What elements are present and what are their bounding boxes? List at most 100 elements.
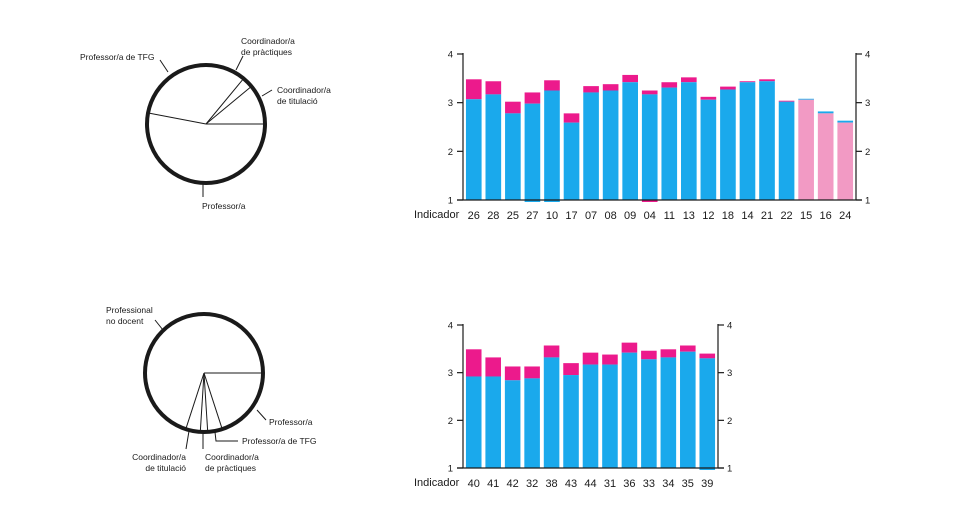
bar-segment-increase xyxy=(641,90,658,95)
bar-segment-cap xyxy=(817,111,834,114)
bar-segment-base xyxy=(641,94,658,200)
bar-segment-base xyxy=(465,376,482,468)
pie-bottom-label: Coordinador/a xyxy=(205,452,259,462)
leader-line xyxy=(261,89,273,97)
x-tick-label: 14 xyxy=(741,210,753,222)
bar-segment-increase xyxy=(485,81,502,95)
y-tick-label: 2 xyxy=(448,147,453,158)
y-tick-label-right: 2 xyxy=(865,147,870,158)
bar-segment-increase xyxy=(485,357,501,377)
x-tick-label: 22 xyxy=(780,210,792,222)
pie-bottom-label: de pràctiques xyxy=(205,463,256,473)
x-tick-label: 44 xyxy=(584,478,596,490)
bar-segment-base xyxy=(465,99,482,200)
x-tick-label: 16 xyxy=(820,210,832,222)
x-tick-label: 11 xyxy=(664,210,675,222)
bar-segment-increase xyxy=(622,74,638,83)
x-tick-label: 43 xyxy=(565,478,577,490)
y-tick-label-right: 1 xyxy=(865,196,870,207)
pie-chart-top: Coordinador/a de pràctiques Professor/a … xyxy=(80,36,331,211)
pie-top-outline xyxy=(145,63,267,185)
x-tick-label: 41 xyxy=(487,478,499,490)
bar-segment-base xyxy=(817,113,834,200)
bar-below-axis xyxy=(544,200,560,202)
bar-segment-cap xyxy=(798,98,814,100)
x-tick-label: 27 xyxy=(526,210,538,222)
bar-segment-increase xyxy=(602,354,618,365)
x-axis-label: Indicador xyxy=(414,209,460,221)
bar-segment-base xyxy=(602,364,618,468)
bar-segment-increase xyxy=(602,84,619,91)
y-tick-label-right: 4 xyxy=(865,50,870,61)
bar-segment-increase xyxy=(563,113,580,123)
bar-segment-base xyxy=(681,82,697,200)
pie-bottom-label: Professor/a xyxy=(269,417,313,427)
x-tick-label: 34 xyxy=(662,478,674,490)
bar-segment-base xyxy=(680,351,696,468)
bar-segment-increase xyxy=(524,92,541,104)
y-tick-label: 2 xyxy=(448,416,453,427)
bar-segment-increase xyxy=(660,349,677,358)
bar-segment-increase xyxy=(739,81,756,83)
x-tick-label: 40 xyxy=(468,478,480,490)
bar-segment-base xyxy=(622,82,638,200)
bar-segment-increase xyxy=(505,101,521,114)
y-tick-label: 1 xyxy=(448,196,453,207)
pie-top-label: de pràctiques xyxy=(241,47,292,57)
bar-below-axis xyxy=(641,200,658,202)
x-tick-label: 15 xyxy=(800,210,812,222)
bar-below-axis xyxy=(524,200,541,202)
bar-chart-bottom: 40 41 42 32 38 43 44 31 36 33 34 35 391 12 23 34 4Indica… xyxy=(414,321,732,491)
pie-slice-divider xyxy=(203,372,209,431)
bar-segment-base xyxy=(563,375,579,468)
x-tick-label: 33 xyxy=(643,478,655,490)
bar-segment-increase xyxy=(641,350,657,360)
pie-slice-divider xyxy=(199,372,205,431)
bar-segment-increase xyxy=(563,363,579,376)
bar-segment-base xyxy=(798,99,814,200)
bar-segment-increase xyxy=(759,79,775,82)
x-tick-label: 28 xyxy=(487,210,499,222)
y-tick-label-right: 4 xyxy=(727,321,732,332)
x-tick-label: 31 xyxy=(604,478,616,490)
bar-segment-increase xyxy=(465,349,482,377)
x-tick-label: 25 xyxy=(507,210,519,222)
bar-segment-increase xyxy=(661,82,678,88)
bar-segment-increase xyxy=(543,345,560,358)
x-tick-label: 09 xyxy=(624,210,636,222)
bar-segment-base xyxy=(583,92,599,200)
bar-segment-base xyxy=(759,81,775,200)
y-tick-label: 1 xyxy=(448,464,453,475)
x-tick-label: 13 xyxy=(683,210,695,222)
y-tick-label-right: 1 xyxy=(727,464,732,475)
bar-segment-increase xyxy=(524,366,540,379)
bar-chart-top: 26 28 25 27 10 17 07 08 09 04 11 13 12 18 14 21 22 15 16 24… xyxy=(414,50,870,223)
pie-bottom-label: de titulació xyxy=(145,463,186,473)
pie-chart-bottom: Professional no docent Professor/a Profe… xyxy=(106,305,316,473)
bar-segment-increase xyxy=(699,353,716,359)
x-tick-label: 10 xyxy=(546,210,558,222)
pie-top-label: Coordinador/a xyxy=(277,85,331,95)
bar-segment-base xyxy=(563,122,580,200)
leader-line xyxy=(159,59,169,73)
leader-line xyxy=(185,430,190,450)
y-tick-label-right: 3 xyxy=(727,368,732,379)
pie-bottom-label: Professor/a de TFG xyxy=(242,436,316,446)
pie-slice-divider xyxy=(205,86,252,125)
leader-line xyxy=(256,409,267,421)
pie-bottom-outline xyxy=(143,312,265,434)
bar-segment-increase xyxy=(544,80,560,91)
bar-segment-increase xyxy=(504,366,521,381)
bar-segment-base xyxy=(837,122,854,200)
bar-segment-base xyxy=(485,94,502,200)
pie-top-label: Professor/a de TFG xyxy=(80,52,154,62)
pie-top-label: Coordinador/a xyxy=(241,36,295,46)
bar-segment-base xyxy=(621,352,638,468)
bar-segment-base xyxy=(504,380,521,468)
bar-segment-increase xyxy=(583,86,599,93)
bar-segment-base xyxy=(720,89,736,200)
y-tick-label: 3 xyxy=(448,368,453,379)
leader-line xyxy=(154,319,164,331)
y-tick-label: 4 xyxy=(448,50,453,61)
bar-segment-base xyxy=(660,357,677,468)
